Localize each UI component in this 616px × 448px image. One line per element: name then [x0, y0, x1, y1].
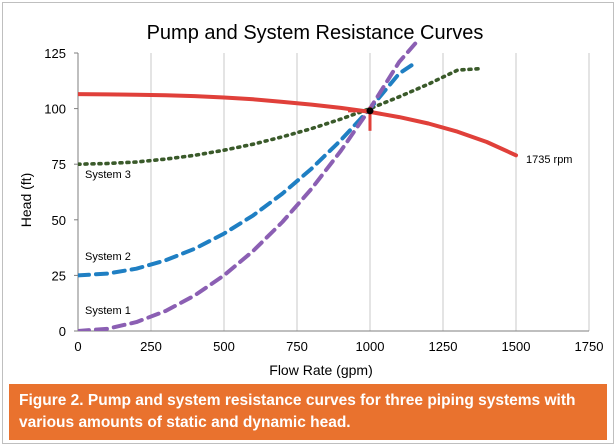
series-line — [78, 92, 518, 158]
series-annotation: System 1 — [85, 305, 131, 317]
series-annotation: System 2 — [85, 251, 131, 263]
y-tick-label: 100 — [44, 102, 66, 117]
x-axis-label: Flow Rate (gpm) — [269, 362, 372, 378]
x-tick-label: 1500 — [502, 339, 531, 354]
x-tick-label: 0 — [74, 339, 81, 354]
x-tick-label: 500 — [213, 339, 235, 354]
series-line — [78, 41, 419, 331]
y-tick-label: 25 — [52, 268, 66, 283]
x-tick-label: 1250 — [429, 339, 458, 354]
y-tick-label: 50 — [52, 213, 66, 228]
x-tick-label: 250 — [140, 339, 162, 354]
x-tick-label: 1000 — [356, 339, 385, 354]
x-tick-label: 1750 — [575, 339, 604, 354]
chart: 0 250 500 750 1000 1250 1500 17500255075100125 … — [18, 22, 604, 378]
y-axis-label: Head (ft) — [18, 173, 34, 227]
y-tick-label: 0 — [59, 324, 66, 339]
y-tick-label: 125 — [44, 46, 66, 61]
series-annotation: 1735 rpm — [526, 154, 572, 166]
figure-caption: Figure 2. Pump and system resistance cur… — [19, 392, 576, 431]
series-annotation: System 3 — [85, 169, 131, 181]
y-tick-label: 75 — [52, 157, 66, 172]
x-tick-label: 750 — [286, 339, 308, 354]
figure-caption-box: Figure 2. Pump and system resistance cur… — [9, 384, 607, 440]
series-line — [78, 66, 483, 166]
chart-title: Pump and System Resistance Curves — [147, 22, 484, 44]
operating-point — [366, 107, 374, 115]
